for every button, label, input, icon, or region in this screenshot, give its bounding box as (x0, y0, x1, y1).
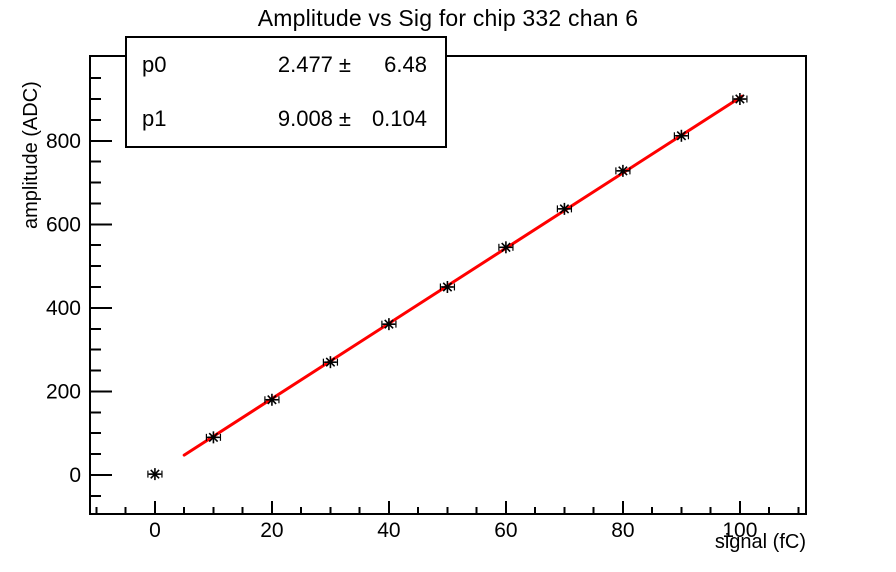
stats-param-value: 9.008 (277, 106, 333, 131)
data-point-marker (324, 356, 337, 369)
data-point-marker (382, 318, 395, 331)
data-point-marker (616, 164, 629, 177)
x-tick-label: 100 (722, 519, 757, 542)
stats-param-name: p1 (142, 106, 167, 131)
y-tick-label: 200 (46, 380, 81, 403)
y-tick-label: 400 (46, 297, 81, 320)
x-tick-label: 40 (377, 519, 400, 542)
y-axis-title: amplitude (ADC) (20, 81, 42, 229)
x-axis-title: signal (fC) (714, 531, 806, 553)
chart-title: Amplitude vs Sig for chip 332 chan 6 (257, 5, 639, 31)
stats-row: p1 9.008 ± 0.104 (127, 106, 445, 132)
data-point-marker (265, 393, 278, 406)
plus-minus-sign: ± (338, 106, 351, 131)
y-axis-ticks (90, 77, 112, 497)
plus-minus-sign: ± (338, 52, 351, 77)
x-tick-label: 20 (260, 519, 283, 542)
stats-param-error: 6.48 (384, 52, 427, 77)
y-tick-label: 0 (69, 464, 81, 487)
x-tick-label: 80 (611, 519, 634, 542)
data-point-marker (733, 93, 746, 106)
x-tick-label: 60 (494, 519, 517, 542)
data-point-marker (499, 241, 512, 254)
data-point-marker (558, 202, 571, 215)
stats-param-value: 2.477 (277, 52, 333, 77)
stats-row: p0 2.477 ± 6.48 (127, 52, 445, 78)
data-point-marker (675, 129, 688, 142)
stats-param-error: 0.104 (371, 106, 427, 131)
fit-line (182, 94, 744, 457)
stats-param-name: p0 (142, 52, 167, 77)
y-tick-label: 600 (46, 213, 81, 236)
data-point-marker (441, 280, 454, 293)
data-point-marker (148, 468, 161, 481)
fit-stats-box: p0 2.477 ± 6.48 p1 9.008 ± 0.104 (125, 36, 447, 148)
x-axis-ticks (95, 501, 800, 514)
x-tick-label: 0 (149, 519, 161, 542)
y-tick-label: 800 (46, 130, 81, 153)
data-point-marker (207, 431, 220, 444)
